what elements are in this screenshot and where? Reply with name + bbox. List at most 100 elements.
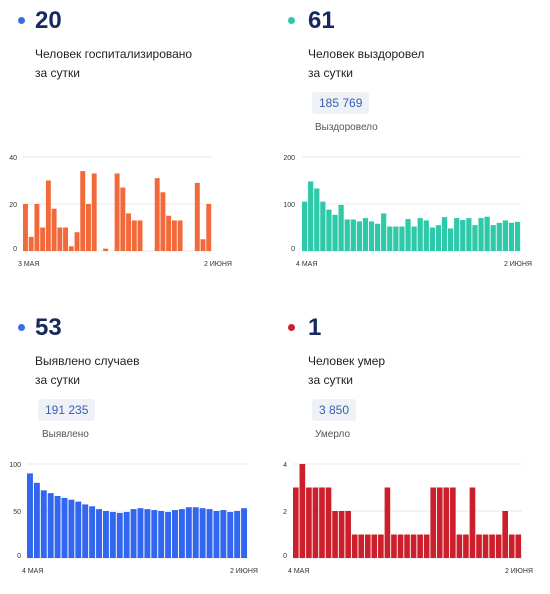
bar: [460, 219, 466, 251]
x-start-label: 4 МАЯ: [296, 261, 317, 268]
bar: [423, 220, 429, 251]
bar: [27, 473, 33, 558]
bar: [393, 226, 399, 251]
bar: [96, 509, 102, 558]
x-end-label: 2 ИЮНЯ: [230, 568, 258, 575]
panel-deaths: 1 Человек умер за сутки 3 850 Умерло 0 2 4…: [275, 300, 550, 594]
bar: [364, 534, 371, 558]
bar: [508, 534, 515, 558]
y-tick-label: 2: [283, 509, 287, 516]
bar: [429, 227, 435, 251]
bar: [114, 173, 120, 251]
bar: [194, 182, 200, 251]
bar: [177, 220, 183, 251]
bar: [338, 511, 345, 558]
indicator-dot: [288, 17, 295, 24]
bar: [476, 534, 482, 558]
bar: [502, 511, 508, 558]
bar: [199, 508, 206, 558]
daily-description: Человек выздоровел за сутки: [308, 47, 425, 80]
bar: [405, 219, 411, 251]
y-tick-label: 40: [9, 155, 17, 162]
y-tick-label: 0: [13, 246, 17, 253]
bar: [448, 228, 454, 251]
total-value: 185 769: [312, 92, 370, 114]
bar: [63, 227, 69, 251]
bar: [131, 220, 137, 251]
bar: [126, 213, 132, 251]
bar: [166, 215, 172, 251]
bar: [82, 504, 89, 558]
bar: [206, 204, 212, 251]
bar: [213, 511, 220, 558]
bar: [308, 181, 314, 251]
x-start-label: 4 МАЯ: [22, 568, 43, 575]
bar: [436, 487, 443, 558]
bar: [466, 218, 472, 251]
bar: [368, 221, 375, 251]
y-tick-label: 200: [283, 155, 295, 162]
daily-description: Человек умер за сутки: [308, 354, 386, 387]
bar: [496, 222, 502, 251]
daily-description: Выявлено случаев за сутки: [35, 354, 140, 387]
bar: [61, 497, 68, 558]
bar: [40, 227, 46, 251]
panel-recovered: 61 Человек выздоровел за сутки 185 769 В…: [275, 0, 550, 294]
bar: [23, 204, 28, 251]
bar: [47, 493, 54, 558]
bar: [103, 248, 109, 251]
bar: [495, 534, 502, 558]
daily-number: 20: [35, 7, 62, 34]
bar: [326, 209, 332, 251]
bar: [86, 204, 91, 251]
bar: [227, 511, 234, 558]
bar: [75, 501, 82, 558]
bar: [443, 487, 450, 558]
bar: [34, 204, 40, 251]
bar: [45, 180, 51, 251]
total-value: 3 850: [312, 399, 357, 421]
bar: [306, 487, 312, 558]
bar: [381, 213, 387, 251]
x-end-label: 2 ИЮНЯ: [505, 568, 533, 575]
daily-description: Человек госпитализировано за сутки: [35, 47, 193, 80]
bar: [325, 487, 332, 558]
panel-cases: 53 Выявлено случаев за сутки 191 235 Выя…: [0, 300, 275, 594]
bar: [165, 511, 172, 558]
x-start-label: 4 МАЯ: [288, 568, 309, 575]
bar: [384, 487, 391, 558]
bar: [490, 225, 496, 251]
bar: [417, 534, 423, 558]
bar: [454, 218, 460, 251]
bar: [234, 511, 241, 558]
bar: [91, 173, 97, 251]
bar: [160, 192, 166, 251]
bar: [411, 226, 417, 251]
bar: [74, 232, 80, 251]
bar: [332, 511, 338, 558]
bar: [192, 507, 199, 558]
chart-cases: 0 50 100 4 МАЯ 2 ИЮНЯ: [9, 462, 258, 575]
bar: [351, 534, 358, 558]
bar: [399, 226, 405, 251]
bar: [375, 223, 381, 251]
daily-number: 1: [308, 314, 322, 341]
bar: [338, 204, 344, 251]
chart-recovered: 0 100 200 4 МАЯ 2 ИЮНЯ: [283, 155, 532, 268]
y-tick-label: 0: [17, 553, 21, 560]
bar: [68, 246, 74, 251]
bar: [40, 490, 47, 558]
bar: [514, 221, 521, 251]
bar: [158, 511, 165, 558]
bar: [137, 508, 144, 558]
bar: [109, 511, 116, 558]
bar: [54, 495, 61, 558]
bar: [332, 214, 338, 251]
indicator-dot: [18, 324, 25, 331]
bar: [423, 534, 430, 558]
bar: [68, 499, 75, 558]
x-end-label: 2 ИЮНЯ: [204, 261, 232, 268]
bar: [51, 208, 57, 251]
bar: [185, 507, 192, 558]
bar: [478, 218, 484, 251]
